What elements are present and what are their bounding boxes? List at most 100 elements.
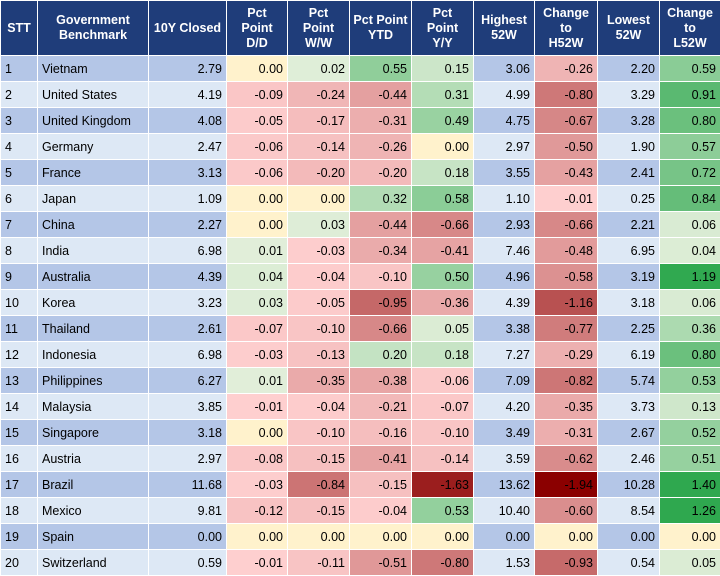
cell-10y-closed: 3.23 bbox=[148, 289, 227, 316]
cell-highest-52w: 2.93 bbox=[473, 211, 535, 238]
cell-pct-ww: -0.03 bbox=[287, 237, 350, 264]
cell-pct-dd: -0.03 bbox=[226, 341, 288, 368]
table-row[interactable]: 2 United States 4.19 -0.09 -0.24 -0.44 0.31 4.9… bbox=[0, 81, 720, 108]
cell-pct-dd: 0.00 bbox=[226, 185, 288, 212]
header-pct-ytd[interactable]: Pct Point YTD bbox=[349, 0, 412, 56]
cell-pct-dd: -0.09 bbox=[226, 81, 288, 108]
cell-10y-closed: 2.79 bbox=[148, 55, 227, 82]
header-10y-closed[interactable]: 10Y Closed bbox=[148, 0, 227, 56]
cell-highest-52w: 3.38 bbox=[473, 315, 535, 342]
cell-10y-closed: 2.97 bbox=[148, 445, 227, 472]
table-row[interactable]: 6 Japan 1.09 0.00 0.00 0.32 0.58 1.10 -0.01 0.25 0… bbox=[0, 185, 720, 212]
cell-10y-closed: 4.19 bbox=[148, 81, 227, 108]
cell-10y-closed: 1.09 bbox=[148, 185, 227, 212]
cell-highest-52w: 7.27 bbox=[473, 341, 535, 368]
cell-benchmark-name: Malaysia bbox=[37, 393, 149, 420]
cell-change-h52w: -0.58 bbox=[534, 263, 598, 290]
table-row[interactable]: 9 Australia 4.39 0.04 -0.04 -0.10 0.50 4.96 -0.5… bbox=[0, 263, 720, 290]
header-benchmark[interactable]: Government Benchmark bbox=[37, 0, 149, 56]
header-highest-52w[interactable]: Highest 52W bbox=[473, 0, 535, 56]
table-row[interactable]: 3 United Kingdom 4.08 -0.05 -0.17 -0.31 0.49 4.… bbox=[0, 107, 720, 134]
cell-change-h52w: -0.43 bbox=[534, 159, 598, 186]
header-pct-ww[interactable]: Pct Point W/W bbox=[287, 0, 350, 56]
cell-benchmark-name: United Kingdom bbox=[37, 107, 149, 134]
cell-stt: 11 bbox=[0, 315, 38, 342]
cell-lowest-52w: 2.67 bbox=[597, 419, 660, 446]
cell-10y-closed: 11.68 bbox=[148, 471, 227, 498]
cell-change-l52w: 0.04 bbox=[659, 237, 720, 264]
cell-highest-52w: 4.99 bbox=[473, 81, 535, 108]
cell-pct-yy: 0.18 bbox=[411, 341, 474, 368]
cell-change-l52w: 0.36 bbox=[659, 315, 720, 342]
cell-pct-ytd: -0.16 bbox=[349, 419, 412, 446]
cell-lowest-52w: 0.00 bbox=[597, 523, 660, 550]
cell-pct-yy: -0.41 bbox=[411, 237, 474, 264]
cell-benchmark-name: Philippines bbox=[37, 367, 149, 394]
cell-pct-yy: -0.66 bbox=[411, 211, 474, 238]
table-row[interactable]: 19 Spain 0.00 0.00 0.00 0.00 0.00 0.00 0.00 0.00 0… bbox=[0, 523, 720, 550]
cell-pct-ww: -0.15 bbox=[287, 497, 350, 524]
cell-benchmark-name: Korea bbox=[37, 289, 149, 316]
cell-highest-52w: 1.10 bbox=[473, 185, 535, 212]
table-row[interactable]: 10 Korea 3.23 0.03 -0.05 -0.95 -0.36 4.39 -1.16 3… bbox=[0, 289, 720, 316]
table-row[interactable]: 14 Malaysia 3.85 -0.01 -0.04 -0.21 -0.07 4.20 -0… bbox=[0, 393, 720, 420]
cell-stt: 15 bbox=[0, 419, 38, 446]
header-lowest-52w[interactable]: Lowest 52W bbox=[597, 0, 660, 56]
cell-change-h52w: -0.82 bbox=[534, 367, 598, 394]
table-header: STT Government Benchmark 10Y Closed Pct … bbox=[0, 0, 720, 56]
cell-pct-ytd: -0.20 bbox=[349, 159, 412, 186]
header-change-h52w[interactable]: Change to H52W bbox=[534, 0, 598, 56]
cell-pct-ytd: -0.38 bbox=[349, 367, 412, 394]
cell-pct-dd: 0.00 bbox=[226, 523, 288, 550]
cell-change-l52w: 0.53 bbox=[659, 367, 720, 394]
cell-lowest-52w: 0.25 bbox=[597, 185, 660, 212]
cell-pct-ww: -0.15 bbox=[287, 445, 350, 472]
cell-benchmark-name: Japan bbox=[37, 185, 149, 212]
cell-change-h52w: -0.62 bbox=[534, 445, 598, 472]
cell-highest-52w: 4.20 bbox=[473, 393, 535, 420]
header-pct-dd[interactable]: Pct Point D/D bbox=[226, 0, 288, 56]
table-row[interactable]: 5 France 3.13 -0.06 -0.20 -0.20 0.18 3.55 -0.43 2… bbox=[0, 159, 720, 186]
cell-lowest-52w: 1.90 bbox=[597, 133, 660, 160]
table-row[interactable]: 8 India 6.98 0.01 -0.03 -0.34 -0.41 7.46 -0.48 6.… bbox=[0, 237, 720, 264]
cell-pct-yy: -0.36 bbox=[411, 289, 474, 316]
cell-change-l52w: 0.91 bbox=[659, 81, 720, 108]
cell-pct-ww: -0.04 bbox=[287, 263, 350, 290]
cell-pct-ytd: -0.44 bbox=[349, 211, 412, 238]
cell-pct-ytd: -0.21 bbox=[349, 393, 412, 420]
cell-pct-yy: -0.07 bbox=[411, 393, 474, 420]
cell-change-h52w: -0.29 bbox=[534, 341, 598, 368]
header-pct-yy[interactable]: Pct Point Y/Y bbox=[411, 0, 474, 56]
cell-10y-closed: 2.47 bbox=[148, 133, 227, 160]
table-row[interactable]: 20 Switzerland 0.59 -0.01 -0.11 -0.51 -0.80 1.5… bbox=[0, 549, 720, 576]
table-row[interactable]: 1 Vietnam 2.79 0.00 0.02 0.55 0.15 3.06 -0.26 2.2… bbox=[0, 55, 720, 82]
cell-pct-ww: -0.13 bbox=[287, 341, 350, 368]
table-row[interactable]: 13 Philippines 6.27 0.01 -0.35 -0.38 -0.06 7.09… bbox=[0, 367, 720, 394]
table-row[interactable]: 18 Mexico 9.81 -0.12 -0.15 -0.04 0.53 10.40 -0.6… bbox=[0, 497, 720, 524]
cell-change-l52w: 0.72 bbox=[659, 159, 720, 186]
cell-pct-yy: -0.10 bbox=[411, 419, 474, 446]
table-row[interactable]: 11 Thailand 2.61 -0.07 -0.10 -0.66 0.05 3.38 -0.… bbox=[0, 315, 720, 342]
table-row[interactable]: 15 Singapore 3.18 0.00 -0.10 -0.16 -0.10 3.49 -0… bbox=[0, 419, 720, 446]
cell-pct-dd: -0.01 bbox=[226, 549, 288, 576]
cell-highest-52w: 2.97 bbox=[473, 133, 535, 160]
table-row[interactable]: 16 Austria 2.97 -0.08 -0.15 -0.41 -0.14 3.59 -0.… bbox=[0, 445, 720, 472]
cell-stt: 14 bbox=[0, 393, 38, 420]
cell-pct-dd: 0.00 bbox=[226, 55, 288, 82]
cell-pct-ytd: -0.10 bbox=[349, 263, 412, 290]
cell-pct-yy: 0.18 bbox=[411, 159, 474, 186]
table-row[interactable]: 7 China 2.27 0.00 0.03 -0.44 -0.66 2.93 -0.66 2.2… bbox=[0, 211, 720, 238]
table-row[interactable]: 4 Germany 2.47 -0.06 -0.14 -0.26 0.00 2.97 -0.50… bbox=[0, 133, 720, 160]
cell-lowest-52w: 6.19 bbox=[597, 341, 660, 368]
table-row[interactable]: 12 Indonesia 6.98 -0.03 -0.13 0.20 0.18 7.27 -0.… bbox=[0, 341, 720, 368]
cell-highest-52w: 7.09 bbox=[473, 367, 535, 394]
header-change-l52w[interactable]: Change to L52W bbox=[659, 0, 720, 56]
cell-stt: 13 bbox=[0, 367, 38, 394]
cell-10y-closed: 2.27 bbox=[148, 211, 227, 238]
cell-benchmark-name: Austria bbox=[37, 445, 149, 472]
cell-lowest-52w: 2.46 bbox=[597, 445, 660, 472]
cell-stt: 4 bbox=[0, 133, 38, 160]
cell-pct-ytd: -0.66 bbox=[349, 315, 412, 342]
header-stt[interactable]: STT bbox=[0, 0, 38, 56]
table-row[interactable]: 17 Brazil 11.68 -0.03 -0.84 -0.15 -1.63 13.62 -1… bbox=[0, 471, 720, 498]
